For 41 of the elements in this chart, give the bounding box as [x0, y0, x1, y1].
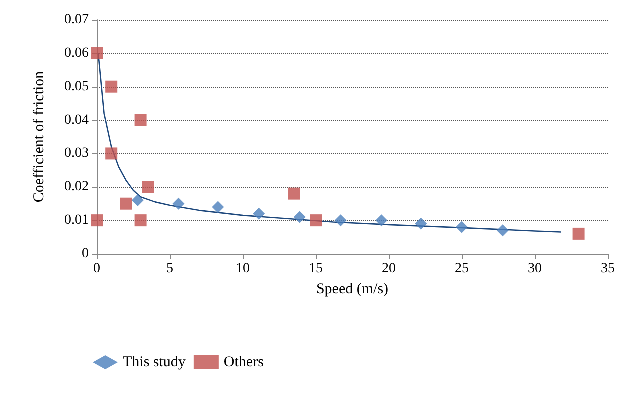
point	[376, 214, 388, 227]
point	[572, 228, 585, 240]
point	[415, 218, 428, 230]
point	[142, 181, 154, 194]
y-tick-label: 0.06	[64, 46, 89, 61]
x-tick-label: 25	[455, 262, 469, 276]
y-tick-label: 0.03	[64, 146, 89, 162]
legend-label: Others	[224, 354, 264, 370]
point	[253, 208, 266, 220]
x-tick-label: 30	[528, 262, 542, 276]
point	[120, 198, 132, 210]
point	[106, 80, 118, 93]
point	[134, 214, 147, 227]
point	[132, 194, 144, 207]
x-tick-label: 5	[166, 262, 174, 276]
y-axis-title: Coefficient of friction	[32, 70, 48, 203]
point	[294, 211, 306, 224]
x-tick-label: 0	[94, 262, 100, 276]
point	[288, 188, 300, 200]
point	[134, 114, 147, 126]
y-tick-label: 0.07	[64, 12, 89, 28]
point	[91, 47, 103, 60]
x-tick-label: 15	[309, 262, 323, 276]
y-tick-label: 0	[82, 246, 89, 262]
point	[106, 148, 118, 160]
x-axis-title: Speed (m/s)	[316, 282, 389, 298]
point	[310, 214, 322, 227]
y-tick-label: 0.04	[64, 112, 89, 128]
point	[212, 201, 224, 214]
point	[456, 221, 468, 234]
x-tick-label: 35	[601, 262, 615, 276]
y-tick-label: 0.01	[64, 213, 89, 228]
point	[334, 214, 347, 227]
y-tick-label: 0.02	[64, 180, 89, 195]
point	[496, 224, 509, 237]
x-tick-label: 10	[236, 262, 250, 276]
y-tick-label: 0.05	[64, 79, 89, 94]
point	[172, 198, 185, 210]
x-tick-label: 20	[382, 262, 396, 276]
legend-label: This study	[123, 354, 186, 370]
point	[91, 214, 103, 227]
